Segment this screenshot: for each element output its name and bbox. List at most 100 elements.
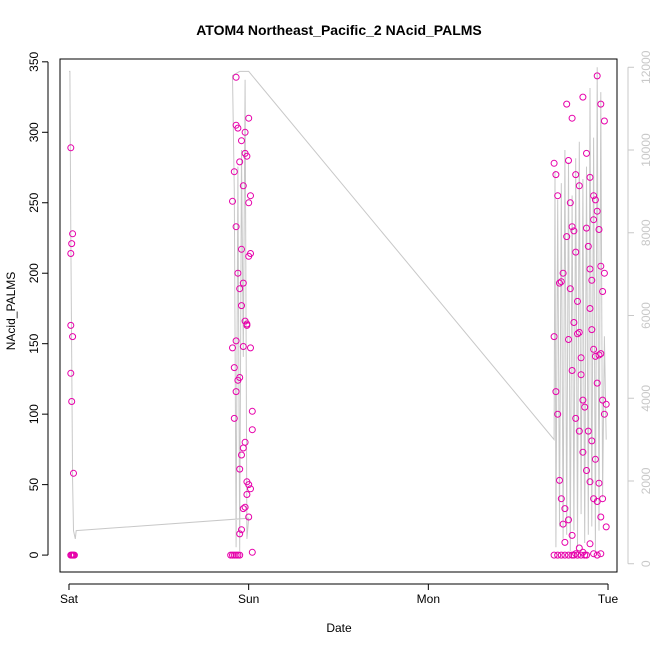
data-point — [248, 407, 256, 415]
data-point — [557, 278, 565, 286]
data-point — [588, 437, 596, 445]
plot-frame — [59, 58, 618, 573]
data-point — [554, 551, 562, 559]
data-point — [247, 250, 254, 257]
data-point — [597, 100, 605, 108]
y2-tick-label: 8000 — [639, 219, 650, 246]
data-point — [70, 469, 77, 477]
data-point — [593, 551, 601, 559]
data-point — [239, 343, 247, 350]
data-point — [238, 526, 245, 534]
data-point — [243, 152, 251, 160]
data-point — [550, 159, 558, 167]
data-point — [229, 197, 236, 205]
data-point — [566, 285, 574, 293]
data-point — [232, 388, 240, 396]
x-tick-label: Mon — [417, 592, 440, 606]
data-point — [239, 279, 247, 287]
data-point — [239, 505, 247, 513]
data-point — [556, 476, 563, 484]
data-point — [593, 498, 601, 505]
y2-tick-label: 4000 — [639, 385, 650, 412]
data-point — [586, 173, 594, 181]
data-point — [236, 374, 244, 381]
data-point — [230, 168, 238, 176]
data-point — [584, 242, 592, 250]
y2-tick-label: 10000 — [639, 133, 650, 167]
data-point — [563, 233, 571, 241]
data-point — [593, 379, 601, 387]
data-point — [557, 495, 565, 503]
data-point — [574, 330, 581, 338]
data-point — [595, 479, 603, 487]
data-point — [581, 551, 589, 559]
data-point — [593, 72, 601, 80]
data-point — [577, 371, 585, 379]
data-point — [247, 192, 254, 200]
y-tick-label: 0 — [27, 551, 41, 558]
y2-tick-label: 2000 — [639, 467, 650, 494]
data-point — [600, 410, 608, 418]
data-point — [574, 551, 581, 559]
data-point — [602, 523, 610, 531]
data-point — [552, 388, 560, 396]
data-point — [232, 337, 240, 345]
data-point — [599, 396, 607, 404]
data-point — [69, 230, 77, 238]
data-point — [575, 328, 583, 336]
data-point — [583, 467, 590, 474]
data-point — [561, 505, 569, 513]
data-point — [586, 540, 594, 548]
data-point — [243, 321, 251, 329]
y-tick-label: 100 — [27, 404, 41, 424]
data-point — [238, 245, 245, 253]
data-point — [595, 351, 603, 359]
points-layer — [67, 72, 610, 559]
data-point — [572, 248, 580, 256]
y-axis-label: NAcid_PALMS — [4, 272, 18, 350]
data-point — [236, 158, 244, 166]
data-point — [239, 182, 247, 190]
data-point — [245, 114, 253, 122]
data-point — [574, 297, 581, 305]
x-tick-label: Tue — [598, 592, 619, 606]
data-point — [238, 451, 245, 459]
data-point — [68, 240, 76, 248]
data-point — [575, 427, 583, 435]
data-point — [241, 438, 249, 446]
data-point — [570, 319, 578, 326]
data-point — [247, 485, 254, 493]
data-point — [241, 503, 249, 511]
data-point — [238, 137, 245, 145]
data-point — [68, 398, 76, 405]
data-point — [234, 269, 242, 277]
data-point — [232, 73, 240, 81]
data-point — [563, 100, 571, 108]
y-tick-label: 50 — [27, 478, 41, 492]
data-point — [565, 551, 572, 559]
data-point — [577, 551, 585, 559]
y2-tick-label: 0 — [639, 560, 650, 567]
y-tick-label: 200 — [27, 263, 41, 283]
data-point — [67, 369, 75, 377]
data-point — [236, 530, 244, 538]
data-point — [67, 321, 75, 329]
data-point — [588, 326, 596, 334]
data-point — [591, 352, 599, 360]
data-point — [599, 495, 607, 503]
data-point — [575, 544, 583, 552]
data-point — [575, 182, 583, 190]
data-point — [590, 345, 598, 353]
data-point — [565, 516, 572, 524]
data-point — [570, 227, 578, 235]
data-point — [556, 279, 563, 287]
data-point — [584, 427, 592, 435]
data-point — [239, 444, 247, 452]
y-tick-label: 250 — [27, 192, 41, 212]
data-point — [597, 550, 605, 558]
data-point — [600, 269, 608, 277]
data-point — [561, 538, 569, 546]
data-point — [590, 550, 598, 558]
data-point — [572, 414, 580, 422]
